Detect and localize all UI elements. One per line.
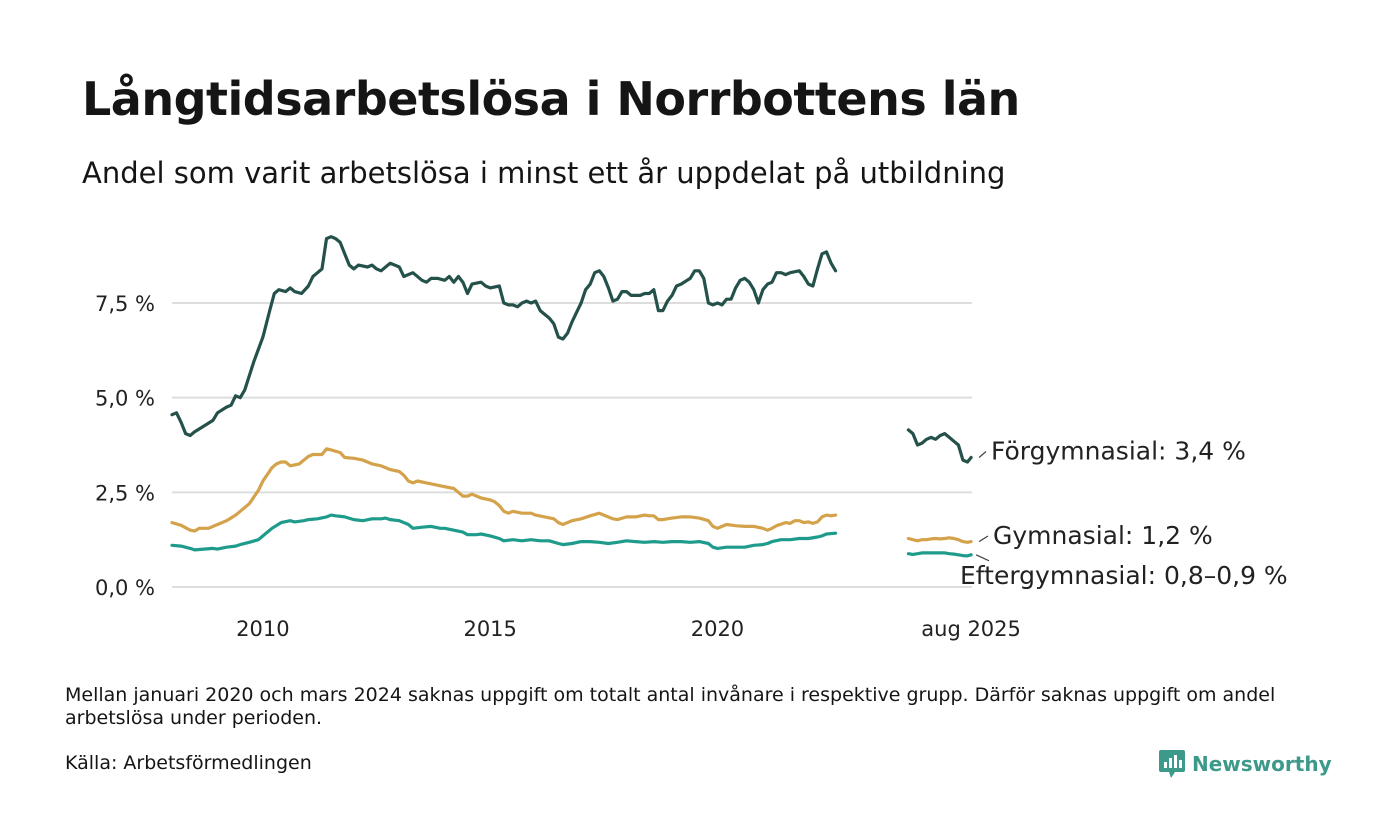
series-line-eftergymnasial [906, 551, 973, 558]
end-label-eftergymnasial: Eftergymnasial: 0,8–0,9 % [960, 561, 1288, 590]
x-tick-label: aug 2025 [921, 617, 1021, 641]
y-tick-label: 0,0 % [95, 576, 155, 600]
y-tick-label: 5,0 % [95, 387, 155, 411]
series-lines [170, 235, 973, 558]
end-label-gymnasial: Gymnasial: 1,2 % [993, 521, 1213, 550]
end-labels: Förgymnasial: 3,4 % Gymnasial: 1,2 % Efter… [960, 436, 1288, 590]
series-line-forgymnasial [170, 235, 838, 438]
series-line-eftergymnasial [170, 513, 838, 552]
series-line-gymnasial [906, 536, 973, 544]
chart-title: Långtidsarbetslösa i Norrbottens län [82, 72, 1020, 126]
label-leader [978, 535, 989, 543]
x-tick-label: 2020 [691, 617, 744, 641]
chart-subtitle: Andel som varit arbetslösa i minst ett å… [82, 156, 1006, 190]
series-line-forgymnasial [906, 428, 973, 464]
newsworthy-logo-icon [1159, 750, 1185, 778]
y-tick-label: 2,5 % [95, 481, 155, 505]
footnote: Mellan januari 2020 och mars 2024 saknas… [65, 684, 1276, 729]
source-note: Källa: Arbetsförmedlingen [65, 752, 312, 774]
series-line-gymnasial [170, 447, 838, 533]
line-chart: 0,0 % 2,5 % 5,0 % 7,5 % 2010 2015 2020 aug 202… [95, 235, 1288, 641]
label-leader [978, 451, 987, 458]
end-label-forgymnasial: Förgymnasial: 3,4 % [991, 436, 1246, 465]
y-tick-label: 7,5 % [95, 292, 155, 316]
grid-lines [172, 302, 972, 588]
x-tick-label: 2010 [236, 617, 289, 641]
x-axis-ticks: 2010 2015 2020 aug 2025 [236, 617, 1021, 641]
y-axis-ticks: 0,0 % 2,5 % 5,0 % 7,5 % [95, 292, 155, 600]
brand-logo[interactable]: Newsworthy [1158, 748, 1332, 780]
x-tick-label: 2015 [463, 617, 516, 641]
brand-name: Newsworthy [1192, 752, 1332, 776]
label-leader [975, 554, 990, 562]
